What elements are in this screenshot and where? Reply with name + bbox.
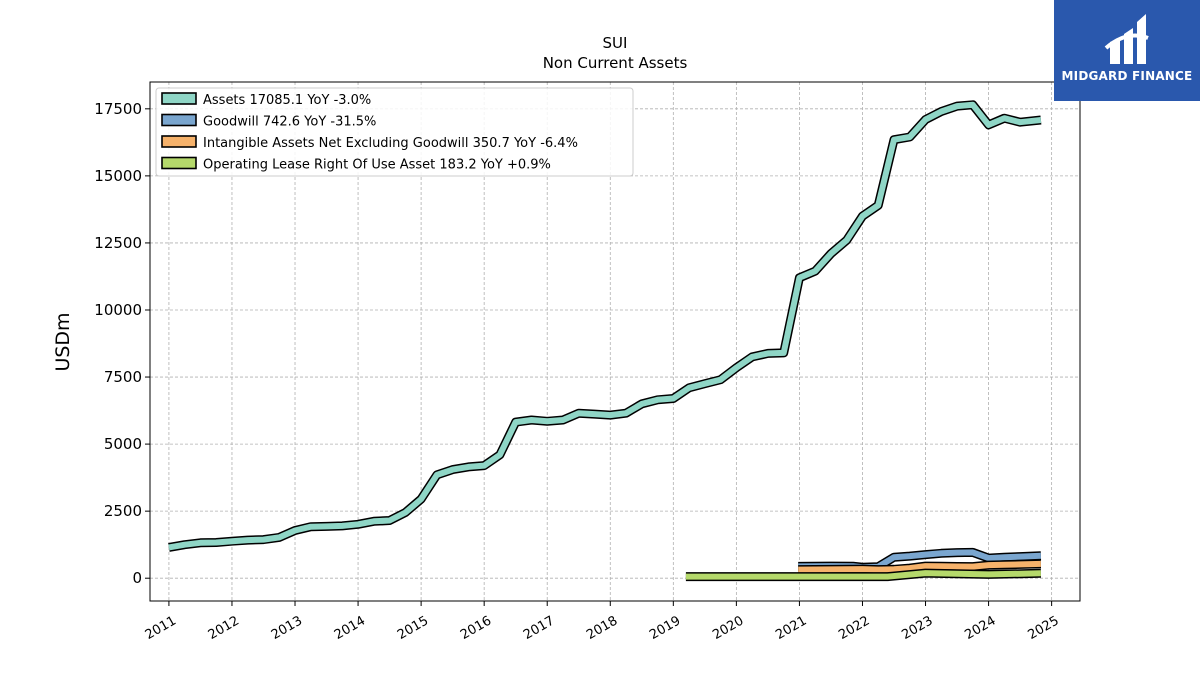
- legend-swatch: [161, 92, 197, 105]
- legend-label: Goodwill 742.6 YoY -31.5%: [203, 115, 376, 130]
- series-layer: [168, 100, 1042, 582]
- legend-swatch: [161, 135, 197, 148]
- y-axis: 0 2500 5000 7500 10000 12500 15000 17500: [94, 100, 150, 587]
- x-axis: 2011 2012 2013 2014 2015 2016 2017 2018 2019 2020…: [143, 601, 1062, 643]
- brand-logo-mark-icon: [1104, 14, 1149, 64]
- x-tick-label: 2021: [773, 613, 809, 643]
- y-tick-label: 10000: [94, 301, 142, 319]
- legend: Assets 17085.1 YoY -3.0% Goodwill 742.6 Y…: [155, 87, 634, 177]
- plot-frame: [149, 81, 1081, 602]
- x-tick-label: 2023: [899, 613, 935, 643]
- y-tick-label: 2500: [104, 502, 142, 520]
- series-assets-line: [168, 101, 1042, 551]
- y-tick-label: 12500: [94, 234, 142, 252]
- legend-label: Operating Lease Right Of Use Asset 183.2…: [203, 158, 551, 173]
- legend-label: Assets 17085.1 YoY -3.0%: [203, 93, 371, 108]
- x-tick-label: 2019: [647, 613, 683, 643]
- x-tick-label: 2016: [458, 613, 494, 643]
- x-tick-label: 2014: [332, 613, 368, 643]
- x-tick-label: 2025: [1025, 613, 1061, 643]
- chart-title: SUI: [603, 34, 628, 52]
- x-tick-label: 2018: [584, 613, 620, 643]
- y-tick-label: 7500: [104, 368, 142, 386]
- x-tick-label: 2013: [269, 613, 305, 643]
- y-tick-label: 0: [132, 569, 142, 587]
- series-intangible-assets-net-excluding-goodwill-line: [798, 560, 1041, 573]
- x-tick-label: 2012: [206, 613, 242, 643]
- chart-subtitle: Non Current Assets: [543, 54, 688, 72]
- legend-label: Intangible Assets Net Excluding Goodwill…: [203, 136, 578, 151]
- legend-box: [155, 87, 634, 177]
- brand-logo-text: MIDGARD FINANCE: [1061, 69, 1193, 83]
- y-tick-label: 17500: [94, 100, 142, 118]
- x-tick-label: 2015: [395, 613, 431, 643]
- y-tick-label: 5000: [104, 435, 142, 453]
- brand-logo: MIDGARD FINANCE: [1054, 0, 1200, 101]
- y-axis-label: USDm: [52, 312, 74, 371]
- x-tick-label: 2020: [710, 613, 746, 643]
- x-tick-label: 2024: [962, 613, 998, 643]
- legend-swatch: [161, 113, 197, 127]
- x-tick-label: 2011: [143, 613, 179, 643]
- x-tick-label: 2022: [836, 613, 872, 643]
- y-tick-label: 15000: [94, 167, 142, 185]
- series-operating-lease-right-of-use-asset-line: [685, 570, 1041, 580]
- legend-swatch: [161, 156, 197, 170]
- x-tick-label: 2017: [521, 613, 557, 643]
